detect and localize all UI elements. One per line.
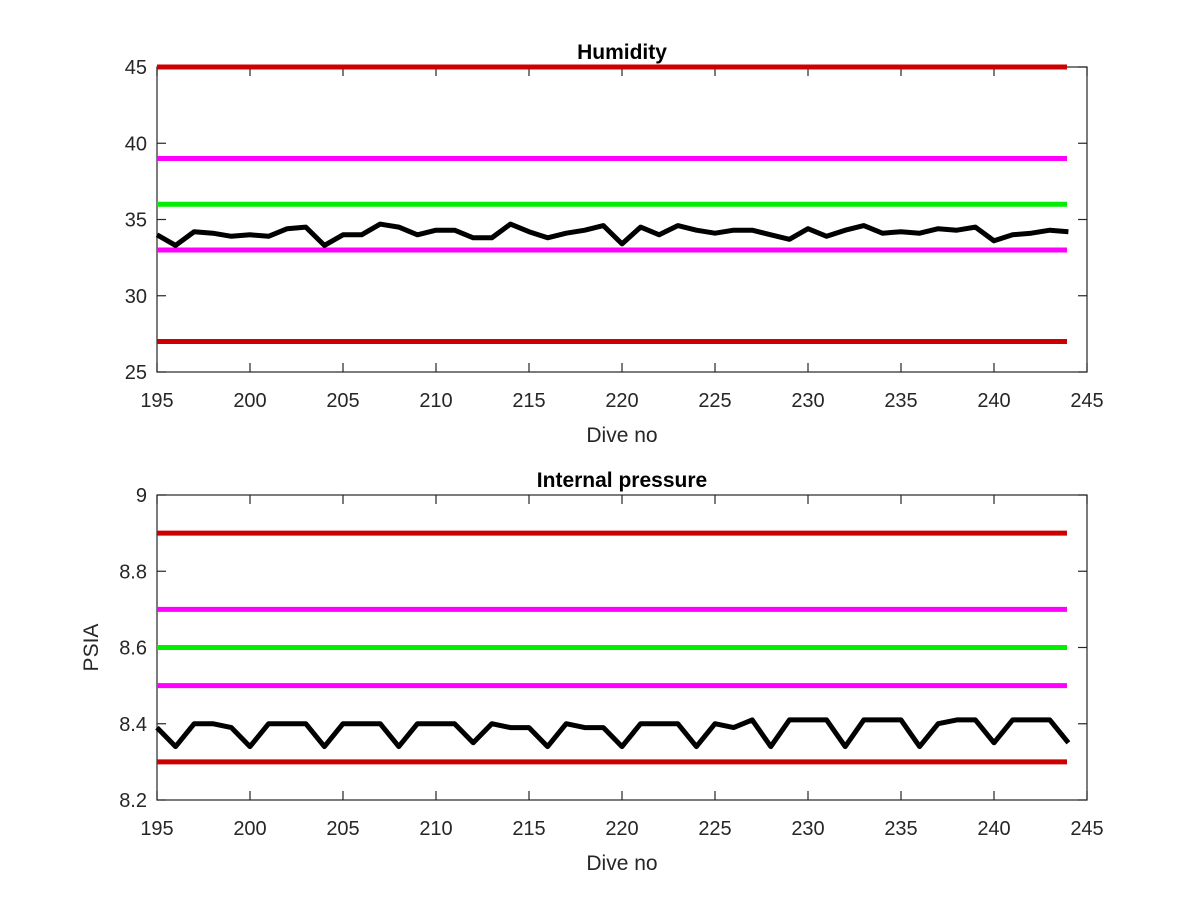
x-axis-label: Dive no: [586, 424, 657, 447]
x-tick-label: 210: [419, 390, 452, 412]
chart-title: Humidity: [577, 41, 667, 64]
x-tick-label: 220: [605, 818, 638, 840]
x-tick-label: 200: [233, 390, 266, 412]
y-tick-label: 8.2: [119, 790, 147, 812]
y-tick-label: 25: [125, 362, 147, 384]
humidity-chart: 195 200 205 210 215 220 225 230 235 240 245 25 30 35 4…: [125, 41, 1104, 447]
data-series-line: [155, 717, 1071, 750]
x-tick-label: 205: [326, 390, 359, 412]
x-tick-label: 210: [419, 818, 452, 840]
x-tick-label: 230: [791, 390, 824, 412]
y-tick-label: 30: [125, 286, 147, 308]
y-tick-label: 45: [125, 57, 147, 79]
x-tick-label: 240: [977, 390, 1010, 412]
x-tick-label: 245: [1070, 818, 1103, 840]
x-axis-label: Dive no: [586, 852, 657, 875]
x-tick-label: 215: [512, 818, 545, 840]
plot-area-frame: [156, 66, 1088, 373]
y-tick-label: 9: [136, 485, 147, 507]
y-tick-label: 8.6: [119, 638, 147, 660]
x-tick-label: 240: [977, 818, 1010, 840]
chart-title: Internal pressure: [537, 469, 707, 492]
x-tick-label: 195: [140, 818, 173, 840]
x-tick-label: 235: [884, 818, 917, 840]
x-tick-label: 200: [233, 818, 266, 840]
x-tick-label: 230: [791, 818, 824, 840]
y-tick-label: 8.4: [119, 714, 147, 736]
x-tick-label: 245: [1070, 390, 1103, 412]
data-series-line: [155, 221, 1069, 248]
x-tick-label: 205: [326, 818, 359, 840]
x-tick-label: 220: [605, 390, 638, 412]
y-tick-label: 8.8: [119, 561, 147, 583]
y-tick-label: 35: [125, 210, 147, 232]
x-tick-label: 225: [698, 390, 731, 412]
y-tick-label: 40: [125, 133, 147, 155]
internal-pressure-chart: 195 200 205 210 215 220 225 230 235 240 245 8.2 8.4 8…: [80, 469, 1104, 875]
x-tick-label: 235: [884, 390, 917, 412]
x-tick-label: 215: [512, 390, 545, 412]
y-axis-label: PSIA: [80, 624, 103, 672]
x-tick-label: 195: [140, 390, 173, 412]
x-tick-label: 225: [698, 818, 731, 840]
